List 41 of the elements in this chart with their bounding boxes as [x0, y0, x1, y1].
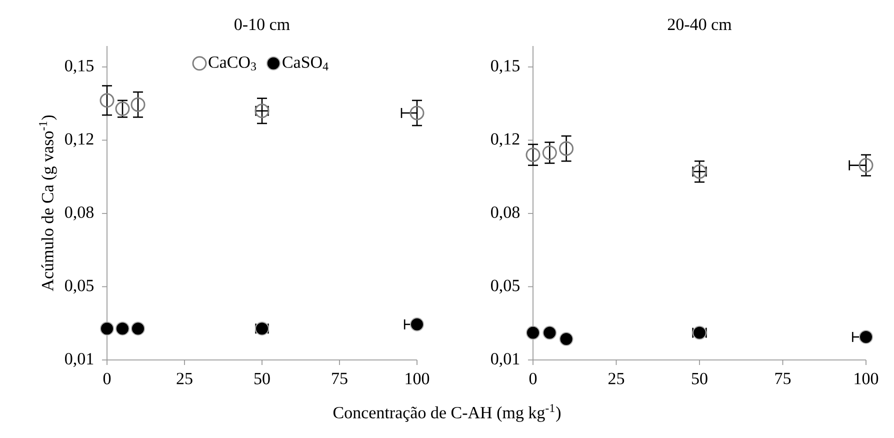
- x-tick-label: 25: [608, 372, 624, 384]
- y-tick-label: 0,12: [65, 133, 94, 148]
- y-tick-label: 0,05: [65, 280, 94, 294]
- point: [542, 146, 557, 160]
- chart-title: 20-40 cm: [668, 18, 732, 30]
- point: [100, 93, 114, 108]
- x-tick-label: 75: [332, 372, 348, 384]
- y-axis-title: Acúmulo de Ca (g vaso$^{-1}$): [39, 115, 57, 292]
- point: [410, 317, 424, 332]
- x-tick-label: 50: [254, 372, 270, 384]
- x-tick-label: 25: [176, 372, 192, 384]
- x-tick-label: 100: [854, 372, 878, 384]
- x-tick-label: 50: [692, 372, 708, 384]
- point: [130, 97, 146, 112]
- point: [116, 322, 130, 336]
- y-tick-label: 0,12: [491, 133, 520, 148]
- y-tick-label: 0,15: [65, 60, 94, 74]
- y-tick-label: 0,01: [491, 353, 520, 367]
- point: [858, 330, 873, 344]
- y-tick-label: 0,15: [491, 60, 520, 74]
- y-tick-label: 0,08: [65, 206, 94, 220]
- point: [559, 332, 574, 346]
- point: [542, 326, 557, 340]
- x-tick-label: 0: [103, 372, 111, 384]
- point: [100, 322, 114, 336]
- y-tick-label: 0,05: [491, 280, 520, 294]
- point: [410, 106, 424, 120]
- point: [526, 148, 540, 162]
- point: [131, 322, 146, 336]
- legend-label: CaSO$_{4}$: [282, 56, 328, 70]
- x-tick-label: 100: [406, 372, 430, 384]
- chart-title: 0-10 cm: [234, 18, 290, 30]
- x-tick-label: 75: [775, 372, 791, 384]
- y-tick-label: 0,01: [65, 353, 94, 367]
- y-tick-label: 0,08: [491, 206, 520, 220]
- point: [526, 326, 540, 340]
- x-tick-label: 0: [529, 372, 537, 384]
- legend-label: CaCO$_{3}$: [208, 56, 256, 70]
- point: [858, 158, 874, 173]
- point: [559, 141, 574, 156]
- x-axis-title: Concentração de C-AH (mg kg$^{-1}$): [333, 404, 561, 422]
